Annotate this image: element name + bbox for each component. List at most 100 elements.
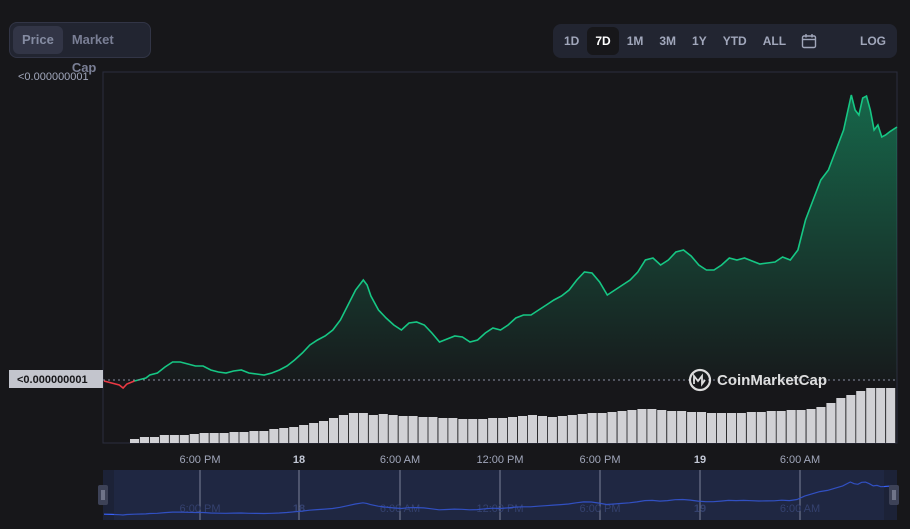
volume-bar: [806, 409, 816, 443]
volume-bar: [139, 437, 149, 443]
volume-bar: [677, 411, 687, 443]
volume-bar: [239, 432, 249, 443]
volume-bar: [368, 415, 378, 443]
volume-bar: [259, 431, 269, 443]
volume-bar: [726, 413, 736, 443]
volume-bar: [607, 412, 617, 443]
price-line-up-segment: [134, 94, 898, 382]
range-3m-button[interactable]: 3M: [659, 34, 677, 48]
volume-bar: [348, 413, 358, 443]
navigator-tick-label: 6:00 AM: [780, 503, 820, 515]
price-tab[interactable]: Price: [13, 26, 63, 54]
volume-bar: [398, 416, 408, 443]
volume-bar: [488, 418, 498, 443]
volume-bar: [199, 433, 209, 443]
volume-bar: [438, 418, 448, 443]
market-cap-tab[interactable]: Market Cap: [71, 32, 114, 75]
volume-bar: [697, 412, 707, 443]
volume-bar: [866, 388, 876, 443]
volume-bar: [756, 412, 766, 443]
x-axis-labels: 6:00 PM 18 6:00 AM 12:00 PM 6:00 PM 19 6:00 AM: [180, 454, 821, 466]
volume-bar: [597, 413, 607, 443]
range-1y-button[interactable]: 1Y: [692, 34, 707, 48]
time-range-selector: 1D 7D 1M 3M 1Y YTD ALL LOG: [553, 24, 897, 58]
price-area-fill: [134, 95, 897, 380]
volume-bar: [229, 432, 239, 443]
volume-bar: [537, 416, 547, 443]
volume-bar: [468, 419, 478, 443]
volume-bar: [746, 412, 756, 443]
volume-bar: [179, 435, 189, 443]
current-price-badge: <0.000000001: [9, 370, 103, 388]
watermark-text: CoinMarketCap: [717, 372, 827, 389]
volume-bar: [279, 428, 289, 443]
volume-bar: [856, 391, 866, 443]
range-1m-button[interactable]: 1M: [626, 34, 644, 48]
volume-bar: [667, 411, 677, 443]
volume-bar: [299, 425, 309, 443]
volume-bar: [776, 411, 786, 443]
range-navigator[interactable]: 6:00 PM 18 6:00 AM 12:00 PM 6:00 PM 19 6:00 AM: [98, 470, 899, 520]
volume-bar: [498, 418, 508, 443]
volume-bar: [716, 413, 726, 443]
volume-bar: [309, 423, 319, 443]
price-line: [103, 94, 898, 390]
volume-bar: [547, 417, 557, 443]
calendar-icon[interactable]: [794, 27, 824, 55]
volume-bar: [408, 416, 418, 443]
y-axis-top-label: <0.000000001: [18, 71, 89, 83]
navigator-right-handle[interactable]: [889, 485, 899, 505]
volume-bar: [209, 433, 219, 443]
volume-bar: [876, 388, 886, 443]
volume-bar: [159, 435, 169, 443]
volume-bar: [338, 415, 348, 443]
volume-bar: [130, 439, 140, 443]
navigator-left-handle[interactable]: [98, 485, 108, 505]
navigator-selection[interactable]: [114, 470, 884, 520]
volume-bar: [249, 431, 259, 443]
volume-bar: [329, 418, 339, 443]
price-line-down-segment: [103, 380, 135, 390]
volume-bar: [736, 413, 746, 443]
range-7d-button[interactable]: 7D: [587, 27, 619, 55]
volume-bar: [647, 409, 657, 443]
volume-bar: [617, 411, 627, 443]
volume-bar: [219, 433, 229, 443]
price-marketcap-toggle: Price Market Cap: [9, 22, 151, 75]
volume-bar: [687, 412, 697, 443]
volume-bar: [627, 410, 637, 443]
range-1d-button[interactable]: 1D: [564, 34, 580, 48]
range-all-button[interactable]: ALL: [762, 34, 787, 48]
volume-bar: [518, 416, 528, 443]
volume-bar: [149, 437, 159, 443]
volume-bar: [707, 413, 717, 443]
volume-bar: [269, 429, 279, 443]
range-ytd-button[interactable]: YTD: [722, 34, 747, 48]
navigator-line: [103, 481, 897, 516]
volume-bar: [169, 435, 179, 443]
x-axis-tick-label: 12:00 PM: [476, 454, 523, 466]
volume-bar: [846, 395, 856, 443]
volume-bar: [378, 414, 388, 443]
volume-bar: [189, 434, 199, 443]
navigator-tick-label: 6:00 PM: [580, 503, 621, 515]
volume-bar: [358, 413, 368, 443]
volume-bar: [657, 410, 667, 443]
navigator-tick-label: 19: [694, 503, 706, 515]
volume-bar: [886, 388, 896, 443]
volume-bar: [388, 415, 398, 443]
volume-bar: [418, 417, 428, 443]
x-axis-tick-label: 6:00 AM: [780, 454, 820, 466]
coinmarketcap-logo-icon: [688, 368, 712, 392]
volume-bar: [587, 413, 597, 443]
log-scale-button[interactable]: LOG: [860, 34, 886, 48]
volume-bars: [130, 388, 896, 443]
volume-bar: [816, 407, 826, 443]
volume-bar: [766, 411, 776, 443]
volume-bar: [448, 418, 458, 443]
volume-bar: [458, 419, 468, 443]
volume-bar: [319, 421, 329, 443]
volume-bar: [826, 403, 836, 443]
volume-bar: [557, 416, 567, 443]
